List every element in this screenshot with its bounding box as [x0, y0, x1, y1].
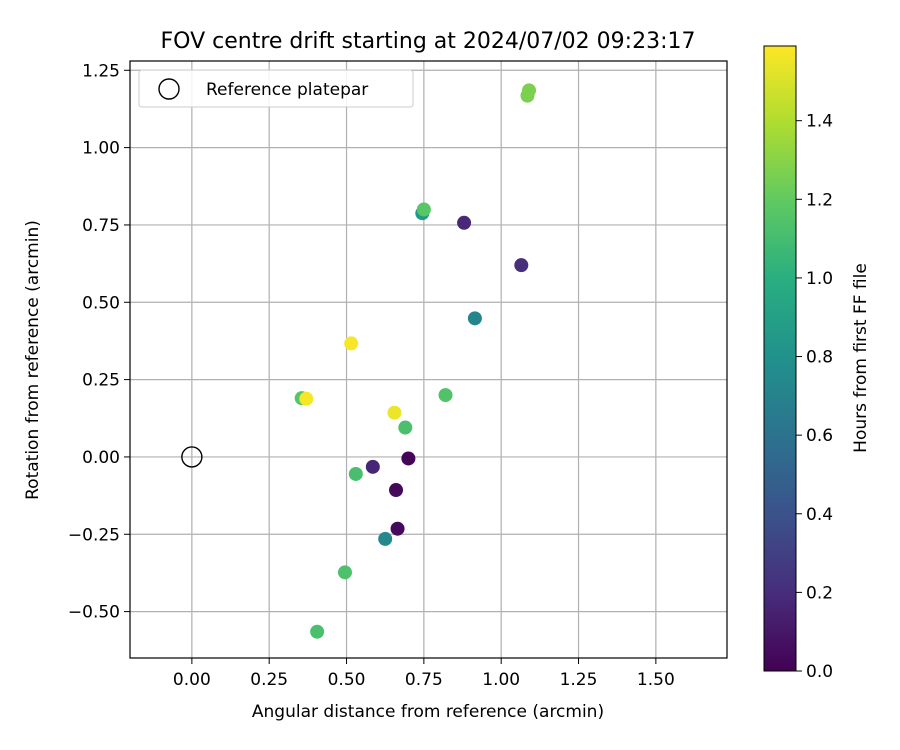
colorbar-label: Hours from first FF file [851, 263, 871, 453]
x-tick-label: 1.50 [637, 670, 675, 690]
y-axis-label: Rotation from reference (arcmin) [23, 220, 43, 500]
grid [130, 61, 727, 658]
x-tick-label: 0.75 [405, 670, 443, 690]
x-tick-label: 0.50 [328, 670, 366, 690]
data-point [514, 258, 529, 273]
data-point [398, 420, 413, 435]
colorbar-tick-label: 0.8 [806, 348, 833, 368]
colorbar-tick-label: 0.6 [806, 426, 833, 446]
colorbar: 0.0 0.2 0.4 0.6 0.8 1.0 1.2 1.4 Hours from firs… [763, 45, 871, 682]
data-point [337, 565, 352, 580]
colorbar-tick-label: 1.0 [806, 269, 833, 289]
legend-box [138, 69, 414, 108]
colorbar-tick-label: 0.2 [806, 583, 833, 603]
y-tick-label: −0.25 [68, 525, 120, 545]
x-axis-ticks: 0.00 0.25 0.50 0.75 1.00 1.25 1.50 [173, 658, 675, 690]
x-tick-label: 0.00 [173, 670, 211, 690]
data-point [416, 202, 431, 217]
data-point [457, 215, 472, 230]
chart-title: FOV centre drift starting at 2024/07/02 … [161, 29, 696, 54]
data-point [389, 483, 404, 498]
data-points [294, 83, 537, 639]
reference-marker [181, 446, 203, 468]
data-point [467, 311, 482, 326]
data-point [390, 521, 405, 536]
colorbar-ticks: 0.0 0.2 0.4 0.6 0.8 1.0 1.2 1.4 [796, 112, 833, 682]
y-tick-label: −0.50 [68, 603, 120, 623]
colorbar-gradient [763, 45, 797, 672]
plot-frame [129, 60, 728, 659]
y-tick-label: 0.50 [82, 293, 120, 313]
data-point [344, 336, 359, 351]
y-tick-label: 1.25 [82, 61, 120, 81]
colorbar-tick-label: 0.0 [806, 662, 833, 682]
data-point [365, 459, 380, 474]
data-point [348, 466, 363, 481]
legend: Reference platepar [138, 69, 414, 108]
y-tick-label: 0.00 [82, 448, 120, 468]
x-tick-label: 1.00 [482, 670, 520, 690]
x-tick-label: 1.25 [560, 670, 598, 690]
legend-reference-marker [158, 78, 180, 100]
data-point [438, 388, 453, 403]
colorbar-tick-label: 1.4 [806, 112, 833, 132]
data-point [522, 83, 537, 98]
data-point [378, 531, 393, 546]
x-axis-label: Angular distance from reference (arcmin) [252, 702, 604, 722]
colorbar-tick-label: 1.2 [806, 190, 833, 210]
legend-entry-label: Reference platepar [206, 80, 368, 100]
x-tick-label: 0.25 [250, 670, 288, 690]
data-point [401, 451, 416, 466]
y-axis-ticks: −0.50 −0.25 0.00 0.25 0.50 0.75 1.00 1.25 [68, 61, 130, 623]
data-point [387, 405, 402, 420]
reference-point [181, 446, 203, 468]
data-point [299, 391, 314, 406]
y-tick-label: 0.25 [82, 371, 120, 391]
y-tick-label: 1.00 [82, 139, 120, 159]
colorbar-tick-label: 0.4 [806, 505, 833, 525]
data-point [310, 624, 325, 639]
y-tick-label: 0.75 [82, 216, 120, 236]
